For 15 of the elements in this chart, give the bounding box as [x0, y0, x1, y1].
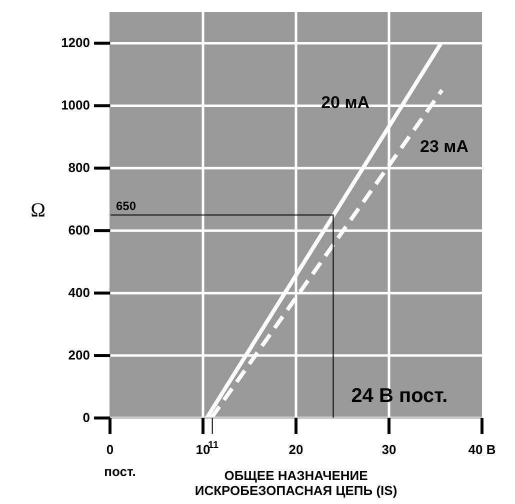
y-tick-label: 1000 — [61, 98, 90, 113]
x-tick-label: 30 — [382, 442, 396, 457]
x-tick-label: 40 В — [468, 442, 496, 457]
y-tick-label: 200 — [68, 348, 90, 363]
y-tick-label: 600 — [68, 222, 90, 238]
x-tick-label: 0 пост. — [104, 442, 136, 479]
y-tick-label: 1200 — [61, 35, 90, 50]
series-label: 23 мА — [420, 137, 469, 156]
y-tick-label: 800 — [68, 160, 90, 176]
y-axis-title: Ω — [30, 200, 46, 222]
y-tick-label: 400 — [68, 285, 90, 300]
x-tick-label: 20 — [288, 442, 304, 457]
annotation: 650 — [116, 199, 136, 213]
y-tick-label: 0 — [82, 410, 90, 425]
x-axis-title: ОБЩЕЕ НАЗНАЧЕНИЕ ИСКРОБЕЗОПАСНАЯ ЦЕПЬ (IS) — [194, 468, 398, 498]
